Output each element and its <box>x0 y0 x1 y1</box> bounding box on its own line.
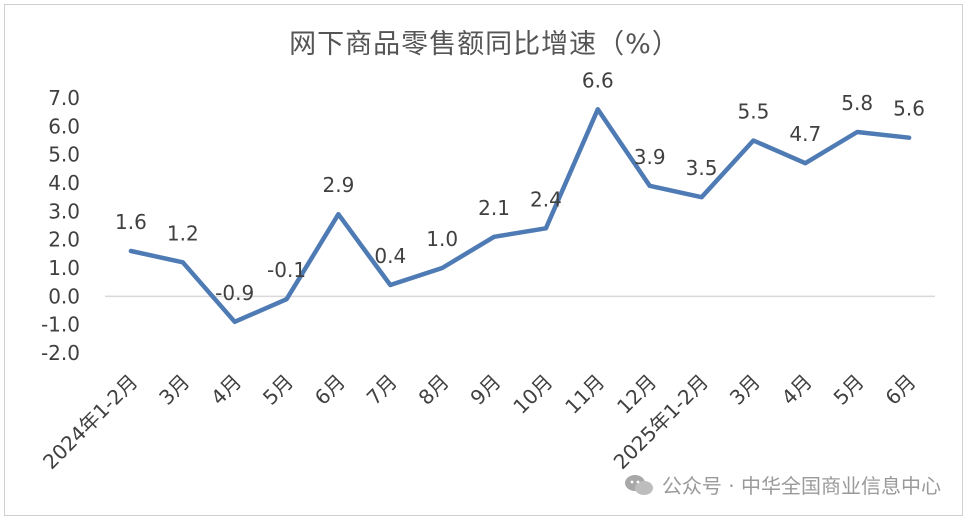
chart-frame <box>4 4 963 516</box>
data-label: 2.4 <box>530 187 562 211</box>
x-tick-label: 5月 <box>258 370 298 410</box>
y-tick-label: -2.0 <box>41 341 80 365</box>
watermark-text: 公众号 · 中华全国商业信息中心 <box>661 474 941 498</box>
data-label: 2.1 <box>478 196 510 220</box>
x-tick-label: 11月 <box>560 370 609 419</box>
x-tick-label: 9月 <box>465 370 505 410</box>
data-label: 1.6 <box>115 210 147 234</box>
data-label: -0.1 <box>267 258 306 282</box>
y-axis-ticks: 7.0 6.0 5.0 4.0 3.0 2.0 1.0 0.0 -1.0 -2.0 <box>41 86 80 365</box>
data-label: 5.8 <box>841 91 873 115</box>
x-axis-ticks: 2024年1-2月 3月 4月 5月 6月 7月 8月 9月 10月 11月 12月2025年1-2… <box>38 370 920 474</box>
x-tick-label: 10月 <box>508 370 557 419</box>
data-label: 1.0 <box>426 227 458 251</box>
data-label: 3.9 <box>634 145 666 169</box>
x-tick-label: 2024年1-2月 <box>38 370 142 474</box>
y-tick-label: 4.0 <box>48 171 80 195</box>
series-line <box>128 107 912 325</box>
x-tick-label: 6月 <box>310 370 350 410</box>
chart-title: 网下商品零售额同比增速（%） <box>289 29 680 60</box>
data-label: 6.6 <box>582 68 614 92</box>
x-tick-label: 2025年1-2月 <box>609 370 713 474</box>
data-label: 5.6 <box>893 97 925 121</box>
wechat-icon <box>624 474 653 495</box>
y-tick-label: 3.0 <box>48 199 80 223</box>
data-label: 4.7 <box>789 122 821 146</box>
data-label: 1.2 <box>167 221 199 245</box>
y-tick-label: 5.0 <box>48 143 80 167</box>
data-label: 3.5 <box>686 156 718 180</box>
data-label: 0.4 <box>374 244 406 268</box>
data-label: 2.9 <box>323 173 355 197</box>
x-tick-label: 4月 <box>206 370 246 410</box>
x-tick-label: 7月 <box>362 370 402 410</box>
y-tick-label: 2.0 <box>48 228 80 252</box>
data-label: -0.9 <box>215 281 254 305</box>
y-tick-label: 6.0 <box>48 114 80 138</box>
x-tick-label: 8月 <box>414 370 454 410</box>
y-tick-label: 7.0 <box>48 86 80 110</box>
x-tick-label: 5月 <box>829 370 869 410</box>
x-tick-label: 4月 <box>777 370 817 410</box>
x-tick-label: 3月 <box>725 370 765 410</box>
y-tick-label: -1.0 <box>41 313 80 337</box>
y-tick-label: 0.0 <box>48 284 80 308</box>
watermark: 公众号 · 中华全国商业信息中心 <box>624 470 941 499</box>
x-tick-label: 6月 <box>880 370 920 410</box>
x-tick-label: 3月 <box>154 370 194 410</box>
data-label: 5.5 <box>738 100 770 124</box>
y-tick-label: 1.0 <box>48 256 80 280</box>
data-labels: 1.6 1.2 -0.9 -0.1 2.9 0.4 1.0 2.1 2.4 6.6 3.9 3.5 5.… <box>115 68 925 305</box>
